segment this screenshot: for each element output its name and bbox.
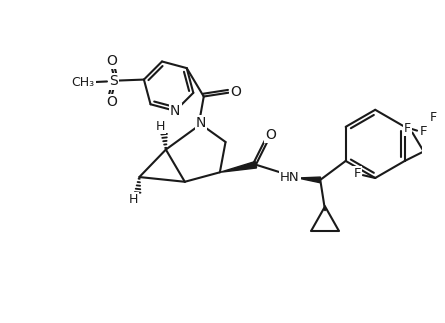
Text: O: O (106, 95, 117, 109)
Text: H: H (129, 193, 138, 206)
Polygon shape (298, 177, 320, 183)
Text: HN: HN (280, 172, 300, 184)
Text: F: F (353, 167, 361, 180)
Text: O: O (266, 128, 276, 142)
Text: F: F (420, 125, 428, 138)
Text: F: F (444, 134, 445, 147)
Text: N: N (196, 116, 206, 130)
Text: H: H (155, 120, 165, 133)
Text: S: S (109, 75, 118, 89)
Text: O: O (106, 54, 117, 68)
Text: N: N (170, 104, 180, 118)
Text: CH₃: CH₃ (72, 76, 95, 89)
Polygon shape (220, 162, 257, 172)
Text: F: F (429, 111, 437, 124)
Text: O: O (231, 85, 241, 99)
Text: F: F (404, 122, 411, 135)
